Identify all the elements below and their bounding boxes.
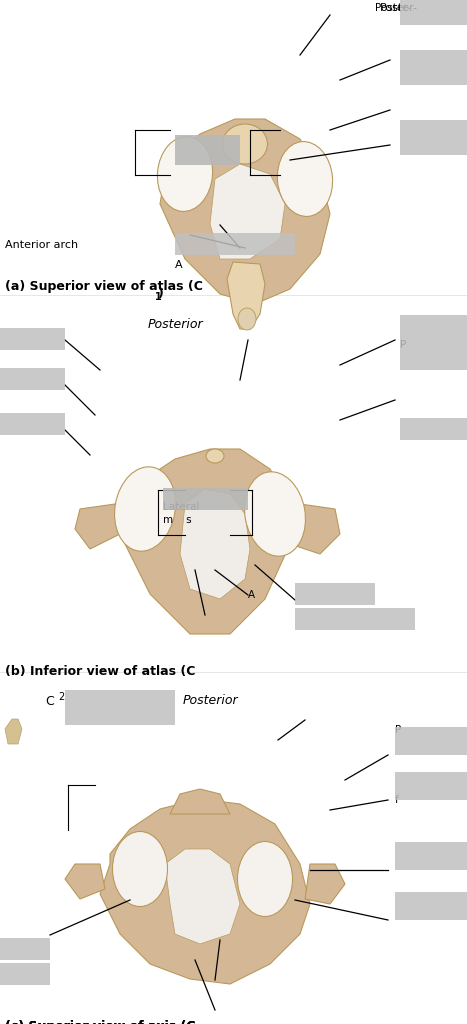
Text: 1: 1 (155, 292, 162, 302)
Bar (0, 413, 65, 435)
Bar (395, 772, 467, 800)
Polygon shape (165, 849, 240, 944)
Polygon shape (170, 790, 230, 814)
Text: C: C (45, 695, 54, 708)
Polygon shape (120, 449, 290, 634)
Text: Lateral: Lateral (163, 502, 199, 512)
Text: (c) Superior view of axis (C: (c) Superior view of axis (C (5, 1020, 196, 1024)
Ellipse shape (238, 842, 292, 916)
Text: ): ) (158, 287, 164, 300)
Polygon shape (160, 119, 330, 304)
Text: Poster-: Poster- (375, 3, 411, 13)
Text: (c) Superior view of axis (C: (c) Superior view of axis (C (5, 1020, 196, 1024)
Text: Anterior arch: Anterior arch (5, 240, 78, 250)
Bar (400, 418, 467, 440)
Ellipse shape (238, 308, 256, 330)
Text: 2: 2 (58, 692, 64, 702)
Ellipse shape (113, 831, 168, 906)
Text: P: P (395, 725, 401, 735)
Polygon shape (5, 719, 22, 744)
Text: P: P (400, 340, 406, 350)
Bar (0, 938, 50, 961)
Bar (400, 50, 467, 85)
Bar (400, 315, 467, 370)
Bar (295, 583, 375, 605)
Text: Posterior: Posterior (182, 693, 238, 707)
Text: (a) Superior view of atlas (C: (a) Superior view of atlas (C (5, 280, 203, 293)
Text: Poster-: Poster- (380, 3, 418, 13)
Text: A: A (248, 590, 255, 600)
Bar (175, 233, 295, 255)
Polygon shape (305, 864, 345, 904)
Ellipse shape (206, 449, 224, 463)
Text: f: f (395, 795, 399, 805)
Bar (0, 368, 65, 390)
Bar (163, 488, 248, 510)
Text: Posterior: Posterior (147, 318, 203, 332)
Text: A: A (175, 260, 183, 270)
Bar (65, 690, 175, 725)
Polygon shape (227, 262, 265, 329)
Bar (395, 892, 467, 920)
Bar (175, 135, 240, 165)
Polygon shape (210, 164, 285, 259)
Polygon shape (75, 504, 120, 549)
Polygon shape (65, 864, 105, 899)
Ellipse shape (277, 141, 333, 216)
Ellipse shape (114, 467, 176, 551)
Ellipse shape (157, 136, 212, 211)
Polygon shape (180, 489, 250, 599)
Ellipse shape (245, 472, 305, 556)
Polygon shape (290, 504, 340, 554)
Bar (0, 963, 50, 985)
Bar (400, 120, 467, 155)
Text: m    s: m s (163, 515, 191, 525)
Bar (295, 608, 415, 630)
Bar (395, 727, 467, 755)
Ellipse shape (222, 124, 268, 164)
Polygon shape (100, 799, 310, 984)
Bar (400, 0, 467, 25)
Text: (b) Inferior view of atlas (C: (b) Inferior view of atlas (C (5, 665, 195, 678)
Bar (395, 842, 467, 870)
Bar (0, 328, 65, 350)
